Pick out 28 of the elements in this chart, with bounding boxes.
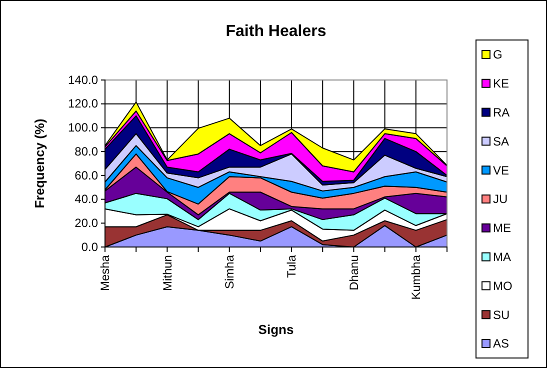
x-tick-label: Mesha: [98, 254, 112, 292]
y-tick-label: 40.0: [74, 192, 98, 206]
x-tick-label: Tula: [284, 254, 299, 278]
legend-label: AS: [493, 336, 510, 351]
y-tick-label: 120.0: [68, 96, 98, 111]
y-tick-label: 80.0: [74, 144, 98, 158]
x-tick-label: Kumbha: [409, 254, 424, 300]
legend-label: KE: [493, 76, 510, 91]
legend-label: VE: [493, 163, 510, 178]
legend-label: SA: [493, 134, 510, 148]
legend-label: JU: [493, 192, 508, 206]
x-axis-title: Signs: [258, 322, 294, 337]
y-tick-label: 20.0: [74, 216, 98, 230]
legend-label: MA: [493, 250, 511, 264]
y-tick-label: 60.0: [74, 168, 98, 182]
legend-label: SU: [493, 308, 510, 322]
y-tick-label: 140.0: [68, 72, 98, 87]
legend-label: MO: [493, 278, 512, 293]
legend-label: ME: [493, 221, 511, 236]
chart-title: Faith Healers: [226, 23, 326, 40]
legend-label: G: [493, 48, 502, 62]
y-axis-title: Frequency (%): [32, 118, 47, 208]
y-tick-label: 100.0: [68, 120, 98, 135]
x-tick-label: Dhanu: [346, 255, 361, 290]
y-tick-label: 0.0: [81, 240, 98, 254]
legend-label: RA: [493, 105, 510, 120]
x-tick-label: Mithun: [160, 255, 174, 292]
x-tick-label: Simha: [222, 254, 237, 290]
